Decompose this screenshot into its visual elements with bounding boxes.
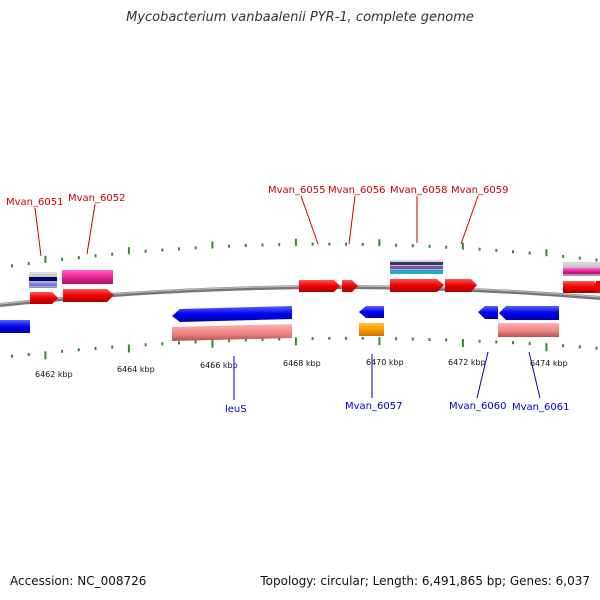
reverse-strand <box>0 306 559 341</box>
gene-label-mvan-6060[interactable]: Mvan_6060 <box>449 401 506 412</box>
forward-gene-labels <box>34 195 479 257</box>
gene-label-mvan-6057[interactable]: Mvan_6057 <box>345 401 402 412</box>
gene-arrow-6061[interactable] <box>499 306 559 320</box>
coordinate-label: 6474 kbp <box>530 359 568 368</box>
gene-arrow-leuS[interactable] <box>172 306 292 322</box>
coordinate-label: 6464 kbp <box>117 365 155 374</box>
gene-arrow-6052[interactable] <box>63 289 114 302</box>
feature-track-6052[interactable] <box>62 270 113 284</box>
coordinate-label: 6470 kbp <box>366 358 404 367</box>
coordinate-label: 6472 kbp <box>448 358 486 367</box>
accession-text: Accession: NC_008726 <box>10 574 147 588</box>
gene-label-mvan-6059[interactable]: Mvan_6059 <box>451 185 508 196</box>
gene-label-mvan-6052[interactable]: Mvan_6052 <box>68 193 125 204</box>
reverse-gene-labels <box>233 351 541 400</box>
feature-track-6057[interactable] <box>359 323 384 336</box>
gene-arrow-6058[interactable] <box>390 279 444 292</box>
coordinate-label: 6468 kbp <box>283 359 321 368</box>
gene-label-mvan-6061[interactable]: Mvan_6061 <box>512 402 569 413</box>
gene-arrow-6051[interactable] <box>30 292 58 304</box>
gene-arrow-6059[interactable] <box>445 279 477 292</box>
gene-label-mvan-6056[interactable]: Mvan_6056 <box>328 185 385 196</box>
gene-arrow-edge[interactable] <box>563 281 600 293</box>
gene-label-leus[interactable]: leuS <box>225 404 247 415</box>
gene-label-mvan-6058[interactable]: Mvan_6058 <box>390 185 447 196</box>
gene-arrow-6056[interactable] <box>342 280 358 292</box>
gene-arrow-6055[interactable] <box>299 280 340 292</box>
gene-arrow-6057[interactable] <box>359 306 384 318</box>
gene-label-mvan-6051[interactable]: Mvan_6051 <box>6 197 63 208</box>
coordinate-label: 6466 kbp <box>200 361 238 370</box>
forward-strand <box>29 260 600 304</box>
feature-track-6061[interactable] <box>498 323 559 337</box>
inner-tick-marks <box>11 336 598 360</box>
feature-track-leuS[interactable] <box>172 324 292 341</box>
map-title: Mycobacterium vanbaalenii PYR-1, complet… <box>126 10 474 25</box>
outer-tick-marks <box>11 238 598 268</box>
gene-arrow-6060[interactable] <box>478 306 498 319</box>
coordinate-label: 6462 kbp <box>35 370 73 379</box>
gene-arrow-left-edge[interactable] <box>0 320 30 333</box>
gene-label-mvan-6055[interactable]: Mvan_6055 <box>268 185 325 196</box>
topology-text: Topology: circular; Length: 6,491,865 bp… <box>260 574 590 588</box>
